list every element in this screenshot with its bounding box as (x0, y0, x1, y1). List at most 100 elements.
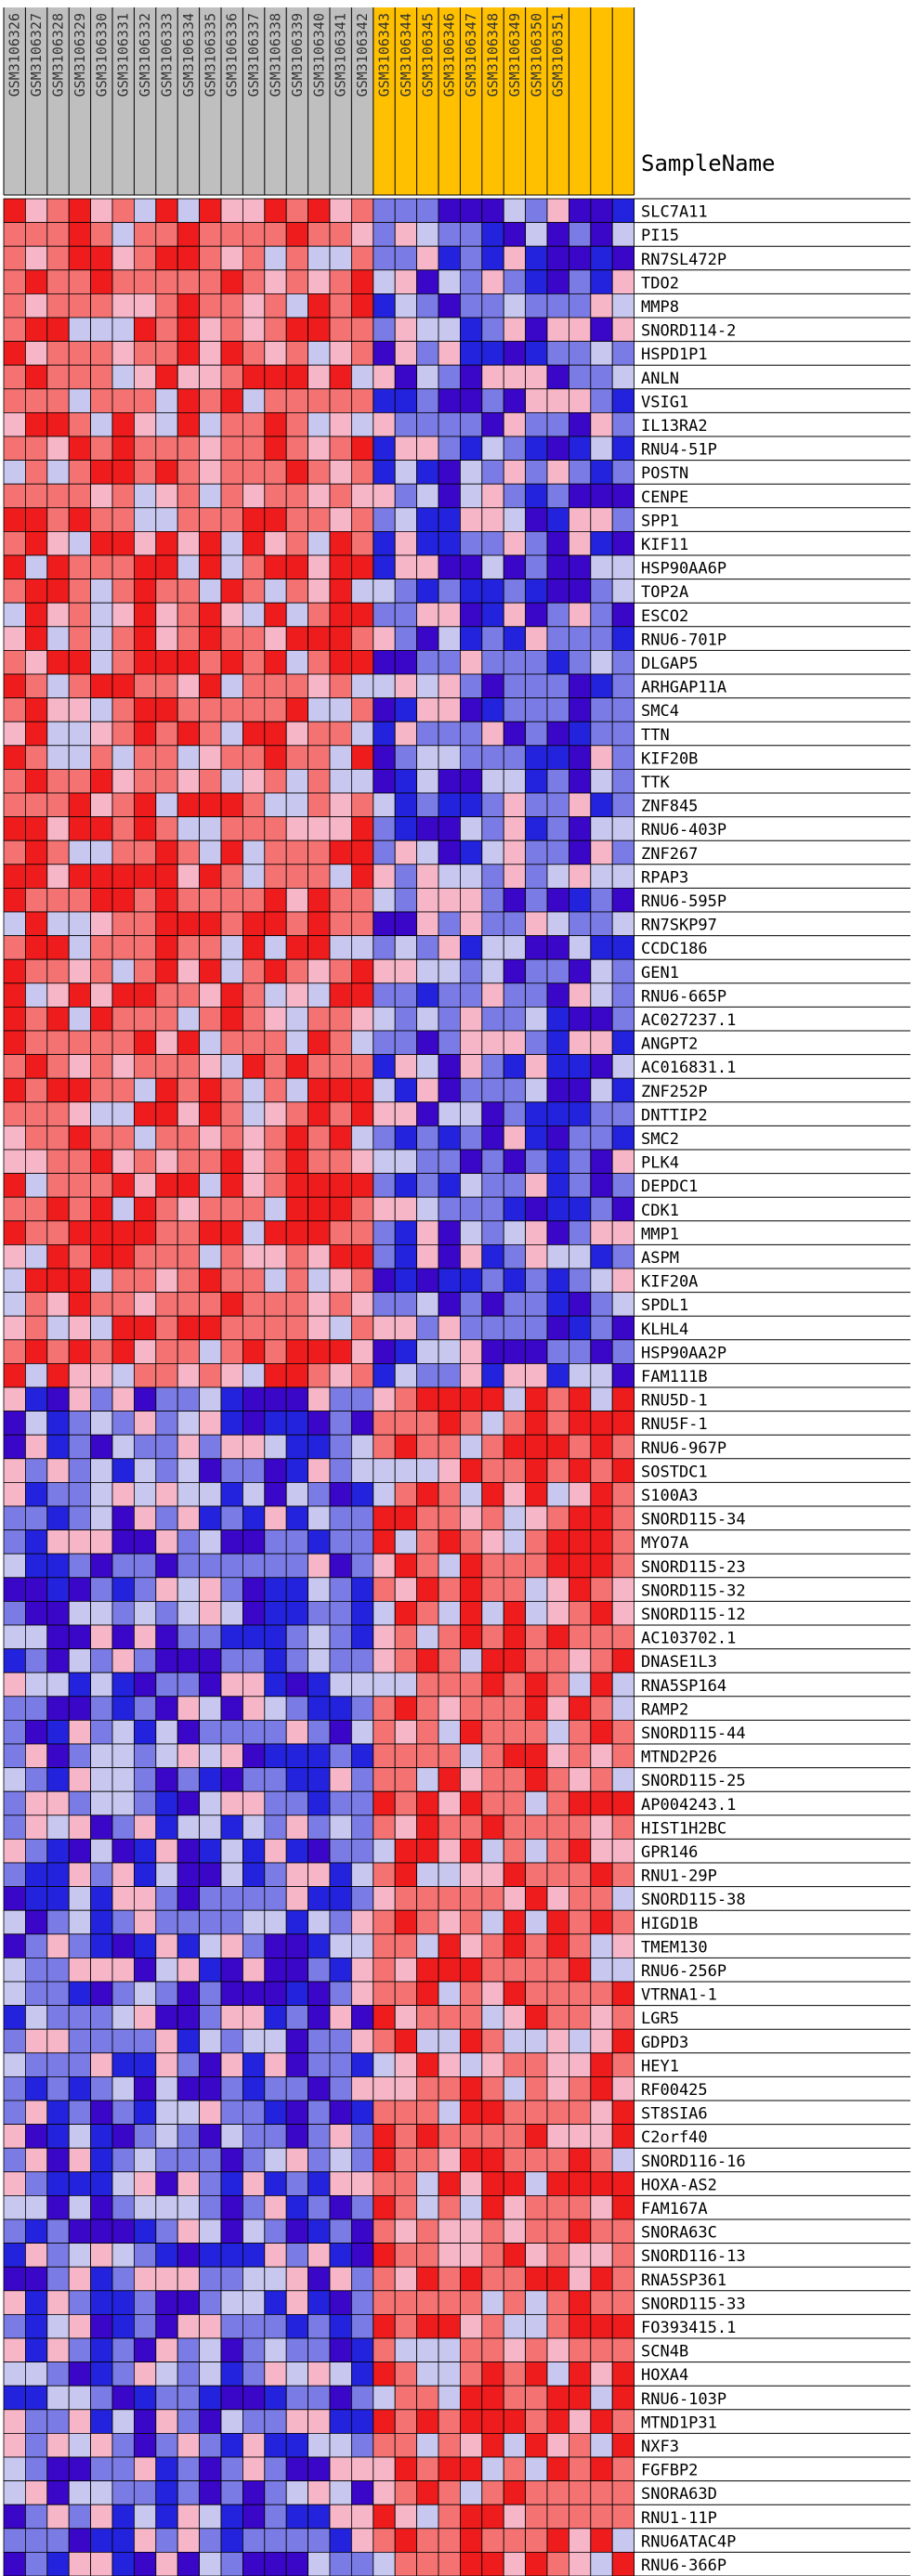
heatmap-cell (264, 816, 287, 841)
heatmap-cell (546, 269, 569, 294)
heatmap-cell (90, 531, 113, 556)
heatmap-cell (394, 1886, 418, 1911)
heatmap-cell (242, 864, 266, 889)
heatmap-cell (569, 721, 592, 747)
heatmap-cell (416, 2361, 439, 2387)
heatmap-cell (438, 1315, 461, 1341)
heatmap-cell (329, 436, 352, 462)
heatmap-cell (525, 1720, 548, 1745)
heatmap-cell (481, 1577, 504, 1602)
heatmap-cell (525, 531, 548, 556)
heatmap-cell (590, 2290, 613, 2315)
heatmap-cell (394, 341, 418, 366)
heatmap-cell (68, 2243, 91, 2268)
heatmap-cell (503, 1886, 527, 1911)
heatmap-cell (308, 888, 331, 913)
heatmap-cell (611, 2243, 635, 2268)
heatmap-cell (611, 2075, 635, 2101)
heatmap-cell (416, 1624, 439, 1650)
heatmap-cell (46, 2551, 70, 2576)
heatmap-cell (133, 531, 157, 556)
heatmap-cell (525, 1339, 548, 1364)
heatmap-cell (373, 1315, 396, 1341)
heatmap-cell (111, 673, 135, 699)
heatmap-cell (68, 745, 91, 770)
heatmap-cell (68, 1268, 91, 1294)
heatmap-cell (264, 1862, 287, 1888)
heatmap-cell (611, 2028, 635, 2054)
column-label: GSM3106348 (485, 13, 502, 97)
heatmap-cell (177, 1101, 200, 1126)
heatmap-cell (133, 198, 157, 224)
row-label: RPAP3 (641, 868, 688, 887)
heatmap-cell (373, 1458, 396, 1483)
heatmap-cell (46, 269, 70, 294)
heatmap-cell (199, 982, 222, 1008)
heatmap-cell (481, 2409, 504, 2434)
heatmap-cell (220, 2194, 243, 2220)
heatmap-cell (199, 2147, 222, 2173)
heatmap-cell (329, 1268, 352, 1294)
heatmap-cell (394, 436, 418, 462)
heatmap-cell (394, 2218, 418, 2244)
heatmap-cell (350, 554, 374, 580)
column-label: GSM3106346 (441, 13, 458, 97)
heatmap-cell (24, 1601, 48, 1626)
heatmap-cell (394, 1648, 418, 1673)
heatmap-cell (503, 2432, 527, 2458)
heatmap-cell (546, 2028, 569, 2054)
heatmap-cell (177, 1601, 200, 1626)
column-label: GSM3106328 (50, 13, 67, 97)
heatmap-cell (546, 2171, 569, 2196)
heatmap-cell (285, 2504, 309, 2530)
heatmap-cell (285, 2052, 309, 2077)
heatmap-cell (111, 1101, 135, 1126)
heatmap-cell (329, 2147, 352, 2173)
row-label: GPR146 (641, 1843, 698, 1862)
heatmap-cell (394, 721, 418, 747)
heatmap-cell (525, 626, 548, 651)
heatmap-cell (350, 2266, 374, 2292)
heatmap-cell (438, 2194, 461, 2220)
heatmap-cell (24, 1434, 48, 1460)
heatmap-cell (394, 1839, 418, 1864)
heatmap-cell (373, 911, 396, 937)
heatmap-cell (546, 1125, 569, 1151)
heatmap-cell (90, 2028, 113, 2054)
heatmap-cell (46, 2456, 70, 2482)
heatmap-cell (264, 1720, 287, 1745)
column-label: GSM3106351 (550, 13, 567, 97)
heatmap-cell (3, 1173, 26, 1198)
heatmap-cell (569, 341, 592, 366)
heatmap-cell (373, 2361, 396, 2387)
heatmap-cell (569, 388, 592, 413)
heatmap-cell (68, 1696, 91, 1721)
heatmap-cell (394, 769, 418, 794)
heatmap-cell (285, 602, 309, 628)
heatmap-cell (285, 1720, 309, 1745)
heatmap-cell (503, 317, 527, 343)
heatmap-cell (68, 1030, 91, 1056)
heatmap-cell (308, 388, 331, 413)
heatmap-cell (155, 697, 178, 722)
heatmap-cell (285, 1696, 309, 1721)
heatmap-cell (199, 626, 222, 651)
heatmap-cell (220, 1624, 243, 1650)
heatmap-cell (590, 1624, 613, 1650)
heatmap-cell (416, 1268, 439, 1294)
row-label: MMP8 (641, 298, 679, 317)
heatmap-cell (329, 245, 352, 271)
heatmap-cell (590, 1648, 613, 1673)
heatmap-cell (24, 1268, 48, 1294)
heatmap-cell (394, 1482, 418, 1507)
heatmap-cell (481, 2290, 504, 2315)
heatmap-cell (611, 1909, 635, 1935)
heatmap-cell (308, 1125, 331, 1151)
heatmap-cell (459, 317, 483, 343)
heatmap-cell (220, 839, 243, 865)
heatmap-cell (285, 1149, 309, 1175)
heatmap-cell (199, 673, 222, 699)
heatmap-cell (416, 1909, 439, 1935)
heatmap-cell (394, 2432, 418, 2458)
heatmap-cell (394, 935, 418, 960)
